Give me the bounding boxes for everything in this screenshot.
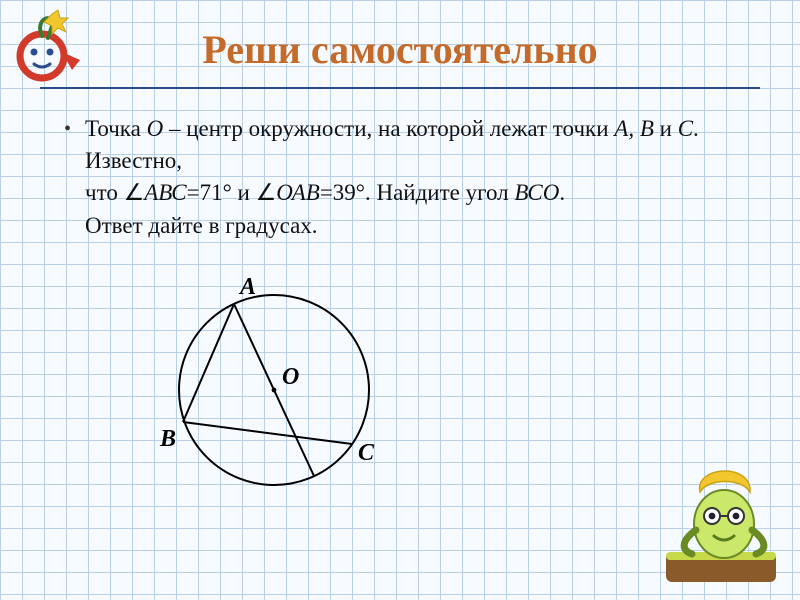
svg-text:O: O: [282, 364, 299, 390]
circle-diagram: A B C O: [154, 260, 414, 500]
logo-icon: [12, 8, 90, 90]
svg-text:A: A: [238, 274, 256, 300]
problem-text: Точка О – центр окружности, на которой л…: [85, 113, 736, 242]
bullet-dot: •: [64, 115, 71, 143]
slide-title: Реши самостоятельно: [40, 26, 760, 73]
svg-text:C: C: [358, 440, 375, 466]
title-underline: [40, 87, 760, 89]
mascot-icon: [660, 442, 788, 590]
svg-text:B: B: [159, 426, 176, 452]
